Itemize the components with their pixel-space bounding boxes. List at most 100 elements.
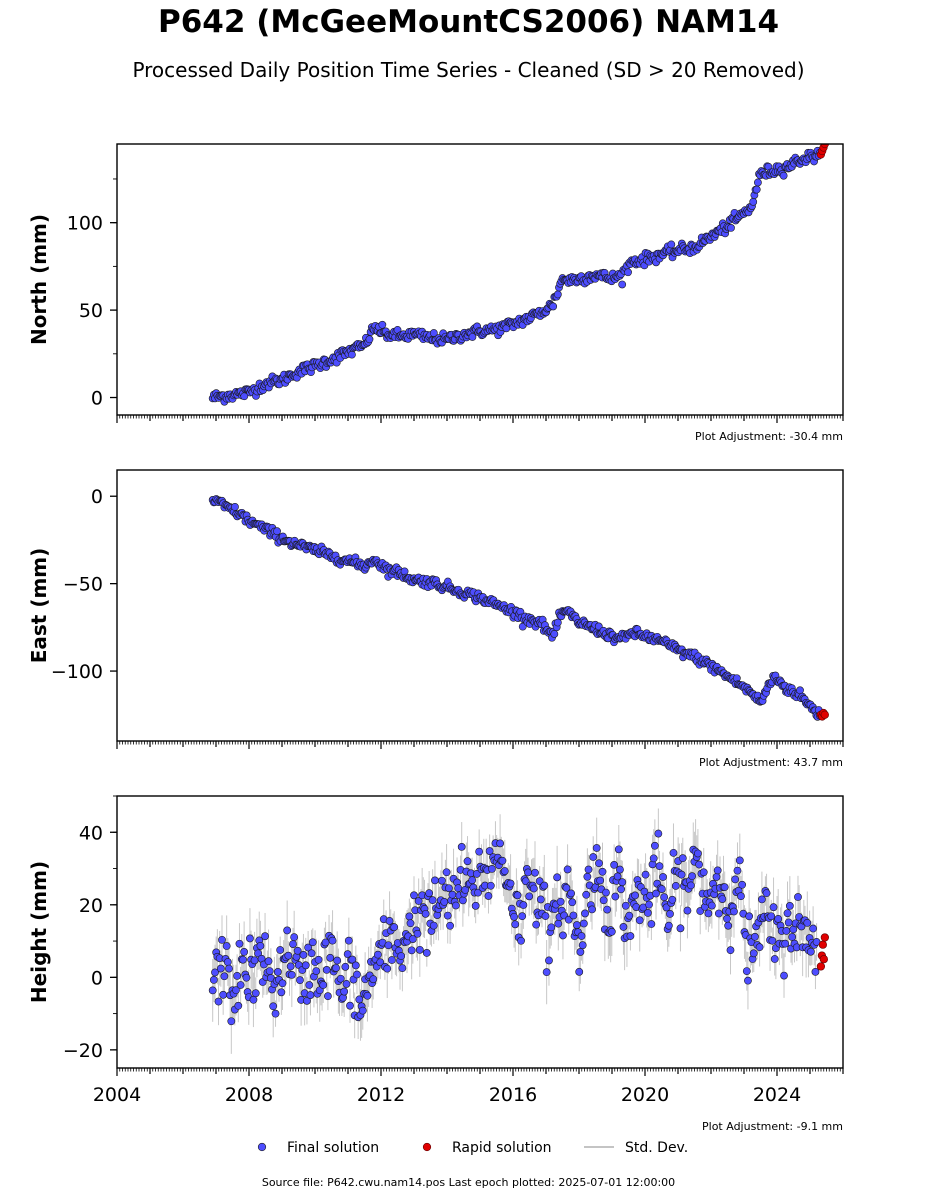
- final-solution-point: [752, 185, 761, 194]
- final-solution-point: [438, 876, 446, 885]
- final-solution-point: [588, 905, 596, 914]
- final-solution-point: [650, 841, 659, 850]
- x-tick-label: 2012: [357, 1084, 405, 1106]
- final-solution-point: [635, 916, 644, 925]
- final-solution-point: [579, 919, 588, 928]
- final-solution-point: [233, 971, 242, 980]
- panel-2-marks: [208, 495, 829, 721]
- final-solution-point: [714, 909, 723, 918]
- final-solution-point: [788, 933, 797, 941]
- final-solution-point: [617, 885, 626, 894]
- final-solution-point: [664, 921, 673, 930]
- final-solution-point: [246, 934, 254, 943]
- final-solution-point: [767, 912, 776, 921]
- y-tick-label: −50: [63, 574, 103, 596]
- figure-subtitle: Processed Daily Position Time Series - C…: [132, 58, 805, 82]
- final-solution-point: [614, 845, 623, 854]
- final-solution-point: [290, 933, 299, 942]
- final-solution-point: [422, 949, 431, 957]
- final-solution-point: [463, 857, 472, 866]
- final-solution-point: [659, 873, 667, 881]
- final-solution-point: [735, 856, 744, 865]
- final-solution-point: [577, 932, 586, 940]
- final-solution-point: [276, 946, 285, 954]
- final-solution-point: [323, 992, 332, 1001]
- y-tick-label: −100: [51, 661, 103, 683]
- final-solution-point: [518, 912, 527, 921]
- legend-rapid-marker: [422, 1142, 432, 1152]
- final-solution-point: [387, 956, 396, 964]
- final-solution-point: [758, 895, 766, 904]
- final-solution-point: [273, 527, 281, 536]
- final-solution-point: [657, 885, 666, 893]
- final-solution-point: [299, 951, 308, 959]
- legend-final-marker: [257, 1142, 267, 1152]
- final-solution-point: [573, 921, 581, 929]
- final-solution-point: [301, 961, 310, 970]
- final-solution-point: [223, 958, 232, 966]
- final-solution-point: [242, 973, 251, 982]
- final-solution-point: [676, 924, 685, 933]
- final-solution-point: [254, 949, 262, 958]
- panel-1-frame: [116, 143, 844, 416]
- final-solution-point: [369, 975, 378, 984]
- final-solution-point: [567, 889, 575, 898]
- final-solution-point: [699, 868, 708, 877]
- final-solution-point: [519, 901, 528, 909]
- final-solution-point: [383, 964, 392, 973]
- final-solution-point: [513, 891, 522, 900]
- final-solution-point: [624, 268, 632, 277]
- final-solution-point: [556, 897, 565, 906]
- final-solution-point: [374, 950, 382, 959]
- final-solution-point: [755, 943, 764, 952]
- final-solution-point: [363, 991, 372, 1000]
- x-tick-label: 2016: [489, 1084, 537, 1106]
- y-axis-label: Height (mm): [27, 861, 51, 1003]
- final-solution-point: [413, 929, 422, 938]
- y-tick-label: 50: [79, 300, 103, 322]
- final-solution-point: [762, 889, 771, 898]
- final-solution-point: [660, 893, 669, 902]
- final-solution-point: [398, 964, 407, 973]
- source-footer: Source file: P642.cwu.nam14.pos Last epo…: [261, 1176, 676, 1189]
- final-solution-point: [769, 903, 778, 912]
- final-solution-point: [553, 873, 562, 882]
- final-solution-point: [779, 171, 788, 180]
- final-solution-point: [553, 290, 562, 299]
- final-solution-point: [595, 859, 603, 868]
- final-solution-point: [341, 962, 350, 971]
- x-tick-label: 2004: [93, 1084, 141, 1106]
- final-solution-point: [540, 881, 549, 890]
- final-solution-point: [219, 990, 228, 999]
- final-solution-point: [474, 888, 482, 897]
- final-solution-point: [448, 890, 457, 899]
- final-solution-point: [405, 912, 414, 921]
- final-solution-point: [451, 901, 460, 910]
- final-solution-point: [785, 902, 794, 910]
- final-solution-point: [429, 921, 438, 930]
- final-solution-point: [498, 856, 507, 865]
- y-tick-label: −20: [63, 1040, 103, 1062]
- final-solution-point: [421, 909, 430, 918]
- final-solution-point: [662, 903, 671, 912]
- final-solution-point: [486, 881, 495, 890]
- final-solution-point: [749, 197, 758, 206]
- y-tick-label: 0: [91, 388, 103, 410]
- y-axis-label: North (mm): [27, 214, 51, 345]
- final-solution-point: [643, 909, 652, 917]
- final-solution-point: [319, 981, 328, 989]
- final-solution-point: [348, 350, 356, 359]
- final-solution-point: [239, 955, 247, 964]
- final-solution-point: [283, 926, 292, 935]
- x-tick-label: 2020: [621, 1084, 669, 1106]
- final-solution-point: [471, 901, 480, 910]
- final-solution-point: [251, 989, 260, 998]
- final-solution-point: [304, 943, 313, 952]
- final-solution-point: [524, 868, 532, 877]
- legend-rapid-label: Rapid solution: [452, 1140, 552, 1156]
- final-solution-point: [209, 975, 218, 984]
- final-solution-point: [384, 941, 393, 950]
- final-solution-point: [343, 950, 352, 959]
- final-solution-point: [264, 957, 273, 966]
- final-solution-point: [232, 986, 240, 995]
